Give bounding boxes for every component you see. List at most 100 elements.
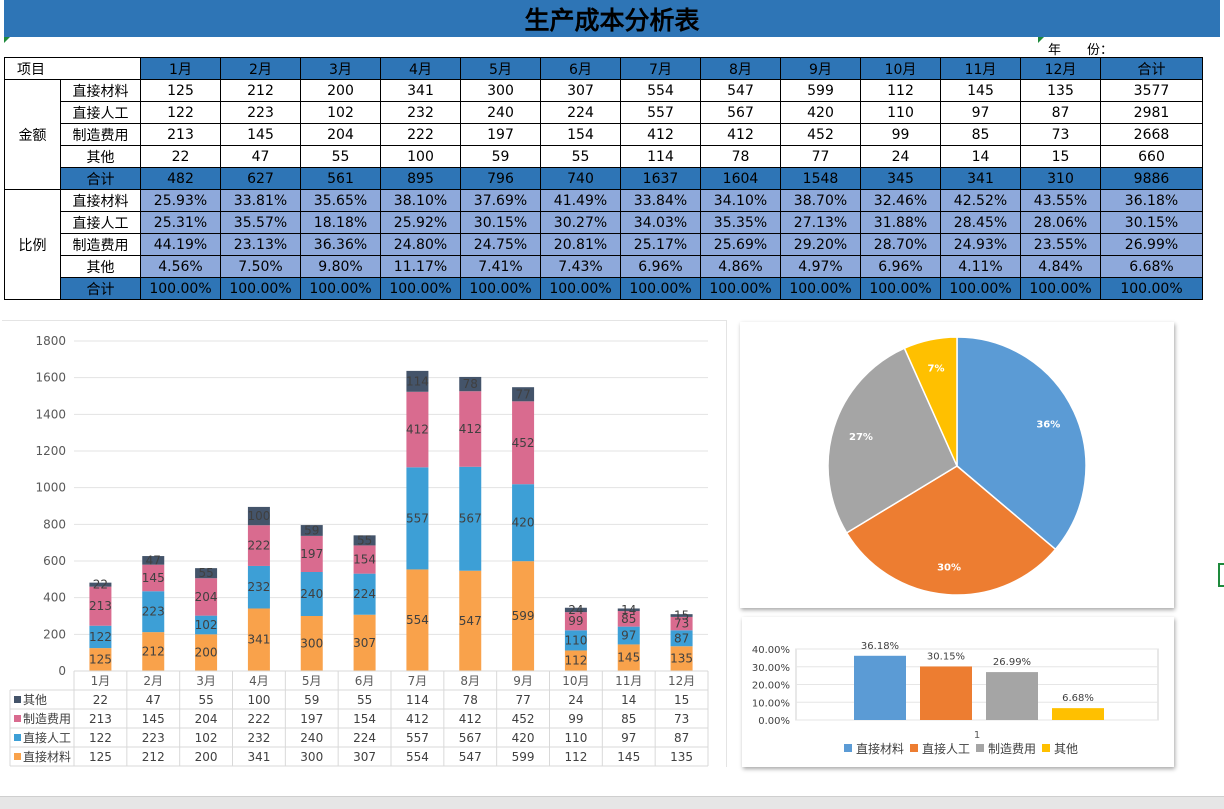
value-cell[interactable]: 35.35% xyxy=(700,211,781,234)
value-cell[interactable]: 240 xyxy=(460,101,541,124)
value-cell[interactable]: 154 xyxy=(540,123,621,146)
value-cell[interactable]: 4.97% xyxy=(780,255,861,278)
value-cell[interactable]: 7.50% xyxy=(220,255,301,278)
month-header-cell[interactable]: 8月 xyxy=(700,57,781,80)
total-header-cell[interactable]: 合计 xyxy=(1100,57,1203,80)
total-cell[interactable]: 9886 xyxy=(1100,167,1203,190)
value-cell[interactable]: 25.69% xyxy=(700,233,781,256)
sheet-tab-bar[interactable] xyxy=(0,796,1224,809)
value-cell[interactable]: 47 xyxy=(220,145,301,168)
value-cell[interactable]: 1637 xyxy=(620,167,701,190)
value-cell[interactable]: 4.11% xyxy=(940,255,1021,278)
value-cell[interactable]: 24 xyxy=(860,145,941,168)
value-cell[interactable]: 85 xyxy=(940,123,1021,146)
value-cell[interactable]: 30.27% xyxy=(540,211,621,234)
value-cell[interactable]: 99 xyxy=(860,123,941,146)
value-cell[interactable]: 38.70% xyxy=(780,189,861,212)
pie-chart[interactable]: 36% 30% 27% 7% xyxy=(740,322,1174,608)
value-cell[interactable]: 452 xyxy=(780,123,861,146)
value-cell[interactable]: 100.00% xyxy=(460,277,541,300)
value-cell[interactable]: 412 xyxy=(620,123,701,146)
value-cell[interactable]: 100.00% xyxy=(1020,277,1101,300)
value-cell[interactable]: 35.65% xyxy=(300,189,381,212)
value-cell[interactable]: 100.00% xyxy=(940,277,1021,300)
month-header-cell[interactable]: 2月 xyxy=(220,57,301,80)
value-cell[interactable]: 78 xyxy=(700,145,781,168)
value-cell[interactable]: 561 xyxy=(300,167,381,190)
value-cell[interactable]: 34.03% xyxy=(620,211,701,234)
value-cell[interactable]: 110 xyxy=(860,101,941,124)
value-cell[interactable]: 341 xyxy=(940,167,1021,190)
value-cell[interactable]: 31.88% xyxy=(860,211,941,234)
value-cell[interactable]: 44.19% xyxy=(140,233,221,256)
total-cell[interactable]: 100.00% xyxy=(1100,277,1203,300)
month-header-cell[interactable]: 10月 xyxy=(860,57,941,80)
value-cell[interactable]: 100.00% xyxy=(860,277,941,300)
value-cell[interactable]: 6.96% xyxy=(860,255,941,278)
value-cell[interactable]: 204 xyxy=(300,123,381,146)
value-cell[interactable]: 15 xyxy=(1020,145,1101,168)
total-cell[interactable]: 30.15% xyxy=(1100,211,1203,234)
value-cell[interactable]: 41.49% xyxy=(540,189,621,212)
value-cell[interactable]: 43.55% xyxy=(1020,189,1101,212)
row-label-cell[interactable]: 直接材料 xyxy=(60,79,141,102)
value-cell[interactable]: 25.17% xyxy=(620,233,701,256)
value-cell[interactable]: 32.46% xyxy=(860,189,941,212)
value-cell[interactable]: 73 xyxy=(1020,123,1101,146)
value-cell[interactable]: 4.86% xyxy=(700,255,781,278)
month-header-cell[interactable]: 4月 xyxy=(380,57,461,80)
value-cell[interactable]: 100.00% xyxy=(780,277,861,300)
value-cell[interactable]: 24.80% xyxy=(380,233,461,256)
month-header-cell[interactable]: 6月 xyxy=(540,57,621,80)
value-cell[interactable]: 627 xyxy=(220,167,301,190)
value-cell[interactable]: 35.57% xyxy=(220,211,301,234)
total-cell[interactable]: 2981 xyxy=(1100,101,1203,124)
row-label-cell[interactable]: 直接人工 xyxy=(60,211,141,234)
ratio-bar-chart[interactable]: 0.00% 10.00% 20.00% 30.00% 40.00% 36.18% 30.15… xyxy=(742,617,1174,767)
value-cell[interactable]: 20.81% xyxy=(540,233,621,256)
value-cell[interactable]: 33.84% xyxy=(620,189,701,212)
value-cell[interactable]: 23.55% xyxy=(1020,233,1101,256)
value-cell[interactable]: 197 xyxy=(460,123,541,146)
total-cell[interactable]: 660 xyxy=(1100,145,1203,168)
value-cell[interactable]: 125 xyxy=(140,79,221,102)
value-cell[interactable]: 557 xyxy=(620,101,701,124)
value-cell[interactable]: 122 xyxy=(140,101,221,124)
value-cell[interactable]: 18.18% xyxy=(300,211,381,234)
value-cell[interactable]: 34.10% xyxy=(700,189,781,212)
value-cell[interactable]: 14 xyxy=(940,145,1021,168)
row-label-cell[interactable]: 合计 xyxy=(60,167,141,190)
value-cell[interactable]: 25.31% xyxy=(140,211,221,234)
value-cell[interactable]: 420 xyxy=(780,101,861,124)
value-cell[interactable]: 224 xyxy=(540,101,621,124)
value-cell[interactable]: 345 xyxy=(860,167,941,190)
total-cell[interactable]: 36.18% xyxy=(1100,189,1203,212)
value-cell[interactable]: 4.56% xyxy=(140,255,221,278)
value-cell[interactable]: 59 xyxy=(460,145,541,168)
value-cell[interactable]: 28.45% xyxy=(940,211,1021,234)
month-header-cell[interactable]: 7月 xyxy=(620,57,701,80)
value-cell[interactable]: 22 xyxy=(140,145,221,168)
value-cell[interactable]: 482 xyxy=(140,167,221,190)
value-cell[interactable]: 25.92% xyxy=(380,211,461,234)
value-cell[interactable]: 200 xyxy=(300,79,381,102)
value-cell[interactable]: 36.36% xyxy=(300,233,381,256)
value-cell[interactable]: 1548 xyxy=(780,167,861,190)
value-cell[interactable]: 87 xyxy=(1020,101,1101,124)
value-cell[interactable]: 599 xyxy=(780,79,861,102)
value-cell[interactable]: 30.15% xyxy=(460,211,541,234)
total-cell[interactable]: 6.68% xyxy=(1100,255,1203,278)
value-cell[interactable]: 412 xyxy=(700,123,781,146)
value-cell[interactable]: 4.84% xyxy=(1020,255,1101,278)
value-cell[interactable]: 100.00% xyxy=(700,277,781,300)
value-cell[interactable]: 27.13% xyxy=(780,211,861,234)
value-cell[interactable]: 42.52% xyxy=(940,189,1021,212)
total-cell[interactable]: 2668 xyxy=(1100,123,1203,146)
value-cell[interactable]: 100.00% xyxy=(540,277,621,300)
value-cell[interactable]: 895 xyxy=(380,167,461,190)
total-cell[interactable]: 3577 xyxy=(1100,79,1203,102)
value-cell[interactable]: 7.41% xyxy=(460,255,541,278)
value-cell[interactable]: 100.00% xyxy=(140,277,221,300)
value-cell[interactable]: 232 xyxy=(380,101,461,124)
value-cell[interactable]: 307 xyxy=(540,79,621,102)
